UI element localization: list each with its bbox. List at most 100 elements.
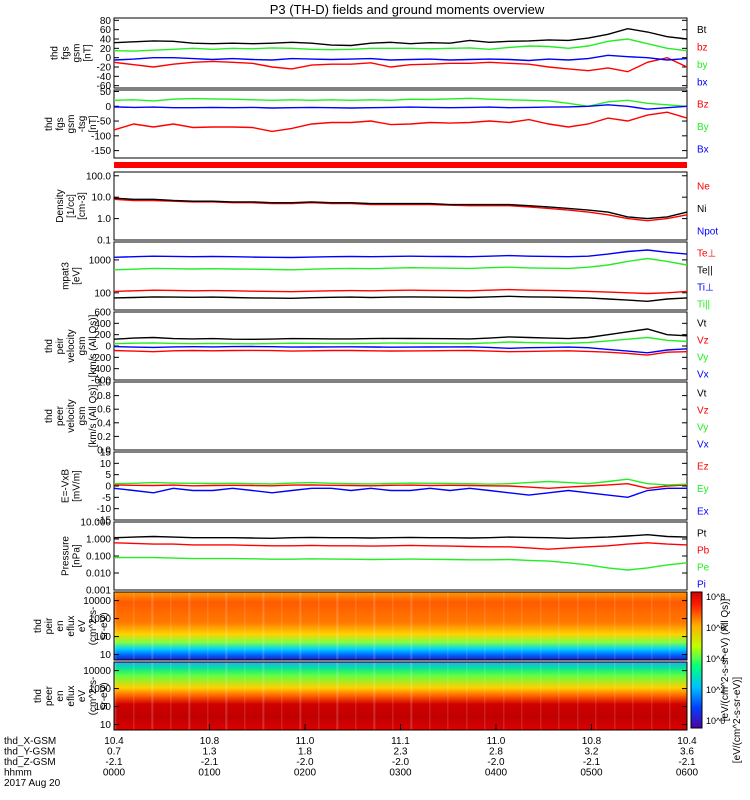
spectrogram-streak: [503, 662, 505, 730]
spectrogram-streak: [226, 662, 228, 730]
spectrogram-streak: [281, 592, 283, 660]
y-axis-label: [mV/m]: [72, 470, 83, 502]
panel-pressure: 10.000 1.000 0.100 0.010 0.001 Pressure [nPa] P…: [61, 518, 710, 597]
series-efield-Ex: [113, 487, 687, 499]
spectrogram-streak: [373, 662, 375, 730]
spectrogram-streak: [558, 662, 560, 730]
y-tick-label: 1.0: [97, 378, 111, 389]
y-tick-label: 0.4: [97, 418, 111, 429]
y-axis-label: Density: [55, 189, 66, 222]
series-pressure-Pb: [113, 542, 688, 550]
series-peir_velocity-Vz: [113, 349, 688, 356]
y-axis-label: gsm: [66, 115, 77, 134]
x-tick-label: 0200: [294, 768, 317, 779]
y-tick-label: 0: [105, 102, 111, 113]
y-axis-label: gsm: [77, 337, 88, 356]
legend-Pb: Pb: [697, 546, 710, 557]
x-tick-label: 0300: [389, 768, 412, 779]
y-axis-label: [eV]: [72, 267, 83, 285]
y-tick-label: 100: [94, 288, 111, 299]
spectrogram-streak: [170, 662, 172, 730]
x-tick-label: 0600: [676, 768, 699, 779]
spectrogram-streak: [262, 592, 264, 660]
panel-peer_spec: 10000 1000 100 10 thd peer en eflux eV (cm^2-s-sr…: [33, 661, 688, 731]
x-tick-label: 1.3: [203, 747, 217, 758]
spectrogram-streak: [225, 662, 227, 730]
y-tick-label: 10: [100, 720, 112, 731]
panel-temperature: 1000 100 mpat3 [eV] Te⊥ Te|| Ti⊥ Ti||: [61, 241, 716, 311]
y-tick-label: 1.0: [97, 214, 111, 225]
y-axis-label: eflux: [66, 615, 77, 636]
legend-By: By: [697, 122, 709, 133]
panel-peer_velocity: 1.0 0.8 0.6 0.4 0.2 0.0 thd peer velocity gsm [km/…: [44, 378, 709, 457]
y-tick-label: -5: [102, 493, 111, 504]
spectrogram-streak: [521, 662, 523, 730]
y-tick-label: 200: [94, 330, 111, 341]
y-axis-label: -tsg: [77, 116, 88, 133]
y-tick-label: 600: [94, 308, 111, 319]
y-axis-label: eV: [77, 690, 88, 703]
spectrogram-streak: [540, 592, 542, 660]
x-axis-labels: thd_X-GSM 10.4 10.8 11.0 11.1 11.0 10.8 10.4 thd…: [4, 724, 699, 789]
spectrogram-streak: [207, 592, 209, 660]
y-tick-label: 10.0: [92, 193, 112, 204]
spectrogram-streak: [263, 662, 265, 730]
spectrogram-streak: [410, 592, 412, 660]
colorbar-rect: [690, 591, 703, 729]
series-temperature-Te⊥: [113, 288, 688, 295]
spectrogram-streak: [337, 662, 339, 730]
panel-frame: [113, 171, 688, 241]
spectrogram-streak: [133, 592, 135, 660]
legend-Pi: Pi: [697, 580, 706, 591]
series-peir_velocity-Vx: [113, 345, 688, 354]
series-temperature-Ti||: [113, 257, 688, 271]
spectrogram-streak: [318, 592, 320, 660]
y-tick-label: 1.000: [86, 535, 111, 546]
y-axis-label: thd: [44, 409, 55, 423]
spectrogram-streak: [115, 592, 117, 660]
x-tick-label: 10.4: [104, 736, 124, 747]
y-tick-label: -60: [97, 81, 112, 92]
y-axis-label: fgs: [61, 46, 72, 59]
y-axis-label: thd: [33, 619, 44, 633]
spectrogram-streak: [374, 662, 376, 730]
y-tick-label: 400: [94, 319, 111, 330]
x-tick-label: 11.0: [487, 736, 506, 747]
series-efield-Ey: [113, 478, 688, 486]
panel-frame: [113, 521, 688, 591]
panel-peir_spec: 10000 1000 100 10 thd peir en eflux eV (cm^2-s-sr…: [33, 591, 688, 661]
y-tick-label: -400: [91, 364, 111, 375]
legend-bz: bz: [697, 42, 708, 53]
legend-Pe: Pe: [697, 563, 710, 574]
spectrogram-streak: [355, 592, 357, 660]
series-fgs-Bt: [113, 27, 688, 47]
spectrogram-streak: [410, 662, 412, 730]
y-axis-label: mpat3: [61, 262, 72, 290]
y-tick-label: -100: [91, 131, 111, 142]
y-tick-label: -40: [97, 72, 112, 83]
legend-Vy: Vy: [697, 353, 708, 364]
y-tick-label: 0: [105, 482, 111, 493]
legend-Vx: Vx: [697, 370, 709, 381]
y-tick-label: 0.1: [97, 236, 111, 247]
x-tick-label: -2.1: [105, 757, 123, 768]
y-axis-label: gsm: [77, 407, 88, 426]
spectrogram-streak: [188, 592, 190, 660]
y-tick-label: 0.6: [97, 405, 111, 416]
y-tick-label: -20: [97, 63, 112, 74]
y-tick-label: 15: [100, 448, 112, 459]
y-tick-label: 10000: [83, 596, 111, 607]
series-density-Ni: [113, 197, 688, 220]
spectrogram-streak: [299, 592, 301, 660]
spectrogram-streak: [484, 592, 486, 660]
colorbar-tick: 10^6: [706, 623, 725, 633]
spectrogram-streak: [281, 662, 283, 730]
y-tick-label: 100: [94, 702, 111, 713]
series-temperature-Te||: [113, 295, 688, 303]
x-row-label: thd_Y-GSM: [4, 747, 55, 758]
y-tick-label: 0: [105, 342, 111, 353]
spectrogram-streak: [373, 592, 375, 660]
spectrogram-streak: [614, 592, 616, 660]
spectrogram-streak: [503, 592, 505, 660]
